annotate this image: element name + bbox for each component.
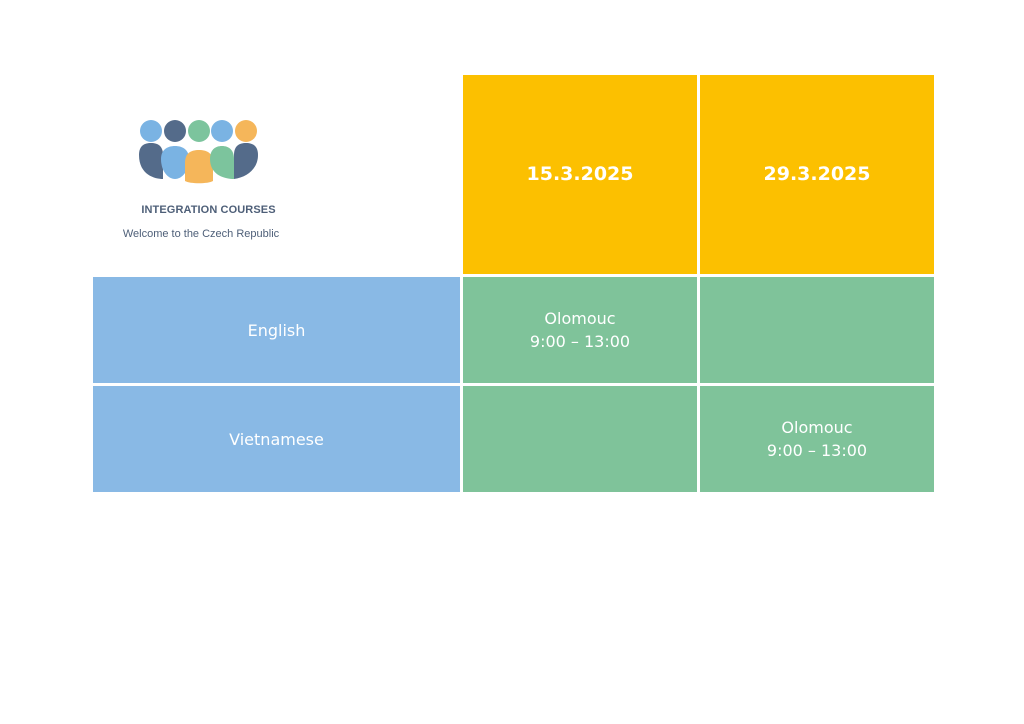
date-header-2: 29.3.2025 [700,75,934,274]
slot-time: 9:00 – 13:00 [529,332,631,351]
language-cell-vietnamese: Vietnamese [93,386,460,492]
slot-time: 9:00 – 13:00 [766,441,868,460]
language-cell-english: English [93,277,460,383]
date-header-1: 15.3.2025 [463,75,697,274]
slot-cell-vietnamese-date1 [463,386,697,492]
logo-subtitle: Welcome to the Czech Republic [122,228,280,240]
course-schedule-table: INTEGRATION COURSES Welcome to the Czech… [93,75,934,492]
slot-cell-english-date1: Olomouc 9:00 – 13:00 [463,277,697,383]
logo-cell: INTEGRATION COURSES Welcome to the Czech… [93,75,460,274]
slot-city: Olomouc [544,309,616,328]
people-group-icon [139,120,258,184]
slot-cell-vietnamese-date2: Olomouc 9:00 – 13:00 [700,386,934,492]
integration-courses-logo: INTEGRATION COURSES Welcome to the Czech… [121,119,281,246]
slot-city: Olomouc [781,418,853,437]
slot-cell-english-date2 [700,277,934,383]
logo-title: INTEGRATION COURSES [141,204,276,216]
